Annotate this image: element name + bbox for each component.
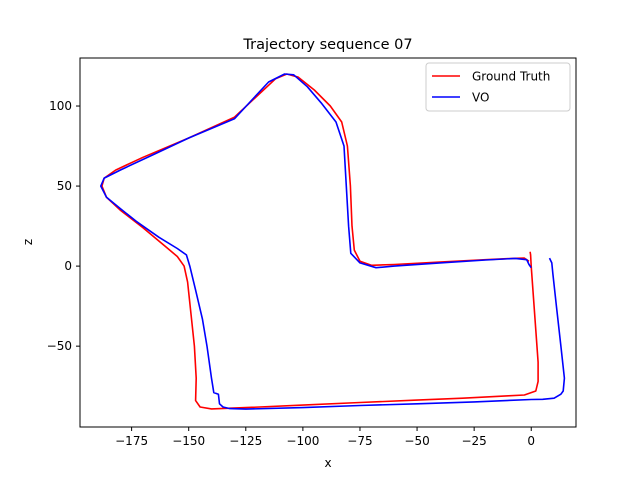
legend-box: [425, 62, 571, 112]
y-tick-label-0: −50: [47, 339, 72, 353]
series-line-0: [101, 73, 539, 410]
y-tick-label-1: 0: [64, 259, 72, 273]
plot-area: [100, 73, 566, 410]
x-tick-label-4: −75: [347, 434, 372, 448]
axis-ticks: −175 −150 −125 −100 −75 −50 −25 0 −50 0 50 100: [47, 99, 535, 448]
y-tick-label-2: 50: [57, 179, 72, 193]
chart-title: Trajectory sequence 07: [242, 37, 412, 53]
y-tick-label-3: 100: [49, 99, 72, 113]
x-tick-label-6: −25: [461, 434, 486, 448]
x-tick-label-3: −100: [286, 434, 319, 448]
x-tick-label-2: −125: [229, 434, 262, 448]
series-line-1: [100, 73, 566, 410]
axes-frame: [79, 57, 577, 428]
y-axis-label: z: [21, 239, 35, 245]
legend-label-0: Ground Truth: [472, 70, 550, 84]
legend-label-1: VO: [472, 91, 489, 105]
x-tick-label-1: −150: [172, 434, 205, 448]
x-axis-label: x: [324, 456, 331, 470]
legend: Ground Truth VO: [425, 62, 571, 112]
x-tick-label-0: −175: [115, 434, 148, 448]
x-tick-label-7: 0: [527, 434, 535, 448]
x-tick-label-5: −50: [404, 434, 429, 448]
